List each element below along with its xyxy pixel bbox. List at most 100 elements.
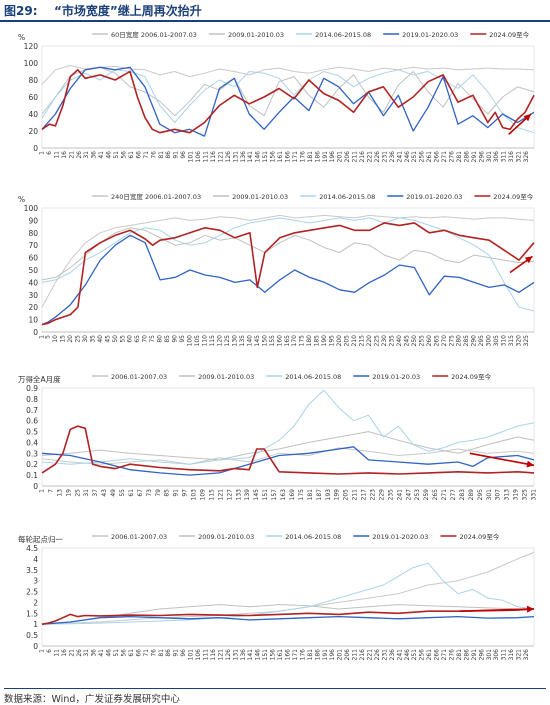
x-tick-label: 30 <box>82 335 89 343</box>
x-tick-label: 217 <box>361 489 368 501</box>
x-tick-label: 301 <box>486 151 493 163</box>
x-tick-label: 301 <box>486 649 493 661</box>
x-tick-label: 66 <box>135 151 142 159</box>
trend-arrow <box>459 608 535 612</box>
y-tick-label: 0.4 <box>26 438 38 447</box>
x-tick-label: 170 <box>291 335 298 347</box>
y-tick-label: 0 <box>33 328 38 337</box>
y-tick-label: 2 <box>33 598 38 607</box>
y-tick-label: 20 <box>28 303 38 312</box>
x-tick-label: 201 <box>337 151 344 163</box>
x-tick-label: 76 <box>150 649 157 657</box>
series-line <box>41 234 535 326</box>
x-tick-label: 91 <box>173 649 180 657</box>
y-tick-label: 70 <box>28 241 38 250</box>
x-tick-label: 199 <box>334 489 341 501</box>
series-line <box>41 389 535 465</box>
x-tick-label: 79 <box>155 489 162 497</box>
x-tick-label: 13 <box>56 489 63 497</box>
x-tick-label: 97 <box>182 489 189 497</box>
x-tick-label: 220 <box>366 335 373 347</box>
x-tick-label: 156 <box>270 649 277 661</box>
legend-label: 240日宽度 2006.01-2007.03 <box>111 192 201 201</box>
x-tick-label: 235 <box>387 489 394 501</box>
y-tick-label: 4 <box>33 555 38 564</box>
x-tick-label: 206 <box>344 151 351 163</box>
x-tick-label: 250 <box>411 335 418 347</box>
x-tick-label: 16 <box>61 151 68 159</box>
x-tick-label: 71 <box>143 151 150 159</box>
y-tick-label: 0.8 <box>26 395 38 404</box>
x-tick-label: 70 <box>142 335 149 343</box>
source-note: 数据来源：Wind，广发证券发展研究中心 <box>4 688 546 705</box>
x-tick-label: 126 <box>225 151 232 163</box>
x-tick-label: 191 <box>322 649 329 661</box>
y-tick-label: 0.5 <box>26 428 38 437</box>
x-tick-label: 46 <box>106 151 113 159</box>
x-tick-label: 316 <box>508 151 515 163</box>
legend-label: 2009.01-2010.03 <box>228 31 284 39</box>
x-tick-label: 236 <box>389 649 396 661</box>
x-tick-label: 210 <box>351 335 358 347</box>
y-tick-label: 20 <box>28 127 38 136</box>
x-tick-label: 35 <box>89 335 96 343</box>
legend-label: 2009.01-2010.03 <box>198 533 254 541</box>
x-tick-label: 190 <box>321 335 328 347</box>
x-tick-label: 165 <box>284 335 291 347</box>
series-line <box>41 425 535 475</box>
legend-item: 2024.09至今 <box>470 30 530 39</box>
x-tick-label: 171 <box>292 151 299 163</box>
x-tick-label: 181 <box>307 489 314 501</box>
x-tick-label: 71 <box>143 649 150 657</box>
legend-item: 2024.09至今 <box>474 192 534 201</box>
x-tick-label: 313 <box>504 489 511 501</box>
x-tick-label: 85 <box>164 335 171 343</box>
x-tick-label: 326 <box>523 649 530 661</box>
x-tick-label: 226 <box>374 649 381 661</box>
x-tick-label: 331 <box>531 489 538 501</box>
y-tick-label: 120 <box>24 42 39 51</box>
x-tick-label: 211 <box>352 489 359 501</box>
x-tick-label: 31 <box>83 649 90 657</box>
x-tick-label: 101 <box>188 649 195 661</box>
x-tick-label: 105 <box>194 335 201 347</box>
x-tick-label: 1 <box>39 649 46 653</box>
legend-label: 2014.06-2015.08 <box>315 31 371 39</box>
legend-label: 2024.09至今 <box>459 532 499 541</box>
x-tick-label: 290 <box>471 335 478 347</box>
x-tick-label: 281 <box>456 151 463 163</box>
y-tick-label: 0.3 <box>26 449 38 458</box>
y-tick-label: 40 <box>28 278 38 287</box>
series-line <box>41 447 535 465</box>
trend-arrow-head <box>526 460 534 468</box>
x-tick-label: 127 <box>226 489 233 501</box>
x-tick-label: 253 <box>414 489 421 501</box>
x-tick-label: 289 <box>468 489 475 501</box>
x-tick-label: 229 <box>378 489 385 501</box>
x-tick-label: 1 <box>39 489 46 493</box>
x-tick-label: 196 <box>329 151 336 163</box>
y-tick-label: 100 <box>24 59 39 68</box>
x-tick-label: 186 <box>314 649 321 661</box>
y-tick-label: 0.7 <box>26 406 38 415</box>
x-tick-label: 10 <box>52 335 59 343</box>
x-tick-label: 226 <box>374 151 381 163</box>
legend-item: 2009.01-2010.03 <box>208 31 284 39</box>
series-line <box>41 227 535 281</box>
x-tick-label: 241 <box>396 489 403 501</box>
x-tick-label: 21 <box>68 151 75 159</box>
series-line <box>41 69 535 134</box>
x-tick-label: 296 <box>478 151 485 163</box>
x-tick-label: 286 <box>463 649 470 661</box>
x-tick-label: 187 <box>316 489 323 501</box>
x-tick-label: 196 <box>329 649 336 661</box>
x-tick-label: 100 <box>187 335 194 347</box>
x-tick-label: 193 <box>325 489 332 501</box>
x-tick-label: 136 <box>240 649 247 661</box>
x-tick-label: 16 <box>61 649 68 657</box>
legend-label: 2019.01-2020.03 <box>406 193 462 201</box>
x-tick-label: 106 <box>195 151 202 163</box>
x-tick-label: 56 <box>121 649 128 657</box>
x-tick-label: 96 <box>180 649 187 657</box>
